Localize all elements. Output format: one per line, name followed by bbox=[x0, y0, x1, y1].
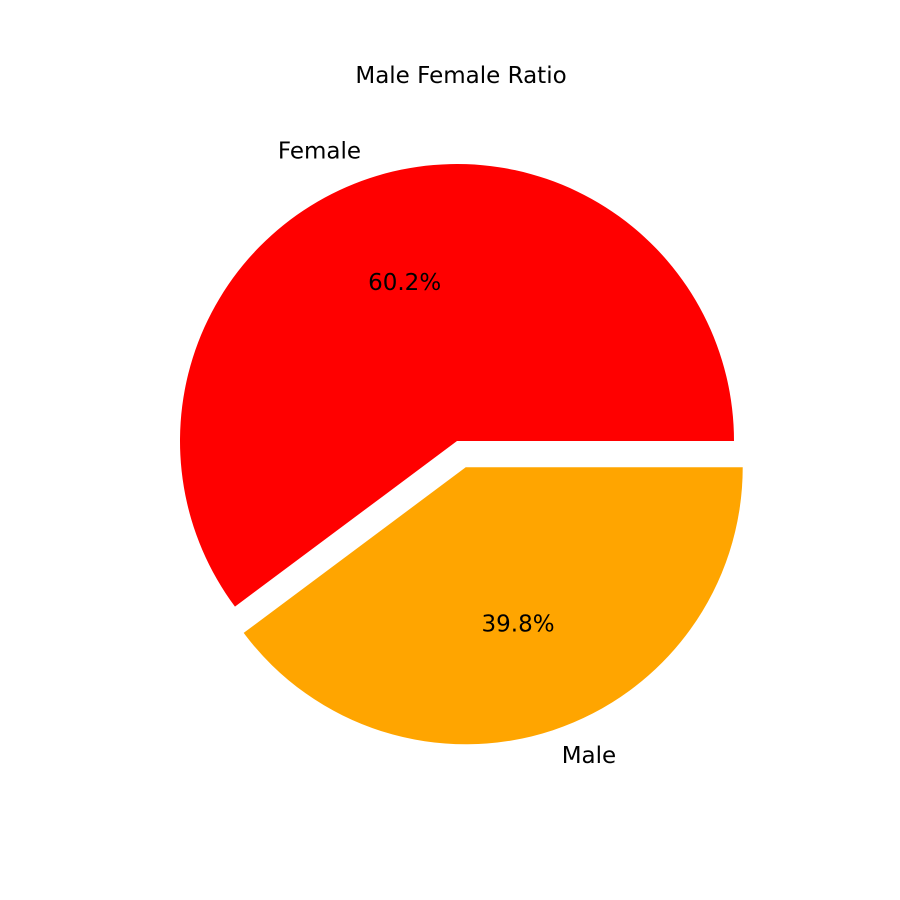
pie-slice-male bbox=[243, 467, 743, 745]
slice-label-female: Female bbox=[278, 138, 361, 164]
pie-slices bbox=[179, 164, 743, 745]
pie-slice-female bbox=[179, 164, 734, 607]
pie-labels: Female 60.2% Male 39.8% bbox=[278, 138, 616, 769]
slice-label-male: Male bbox=[562, 743, 616, 769]
percent-label-female: 60.2% bbox=[368, 270, 441, 296]
percent-label-male: 39.8% bbox=[482, 612, 555, 638]
chart-title: Male Female Ratio bbox=[355, 63, 566, 89]
